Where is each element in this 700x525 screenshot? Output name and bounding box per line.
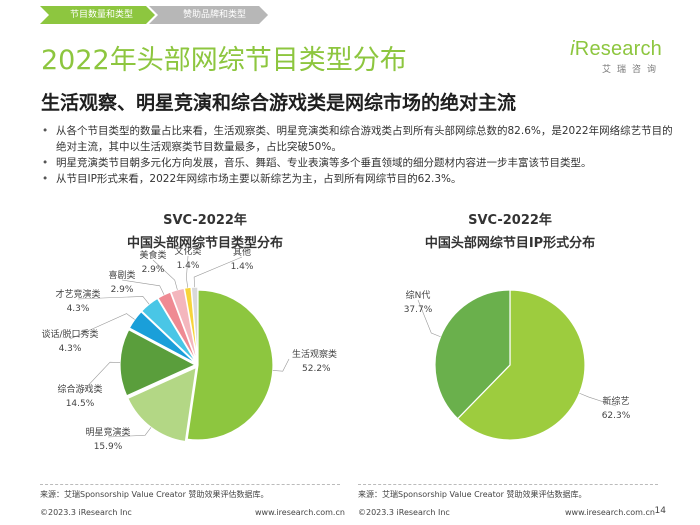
pie1-label-name-2: 综合游戏类 [57,383,102,395]
logo-word: Research [574,38,662,60]
pie1-label-name-7: 文化类 [174,245,201,257]
page-subtitle: 生活观察、明星竞演和综合游戏类是网综市场的绝对主流 [41,92,517,114]
pie1-slice-1 [127,366,197,443]
pie1-label-name-0: 生活观察类 [292,348,337,360]
pie1-leader-0 [272,358,290,372]
pie2-label-value-0: 62.3% [602,411,631,421]
pie2-slice-1 [434,289,511,420]
bullet-list: 从各个节目类型的数量占比来看，生活观察类、明星竞演类和综合游戏类占到所有头部网综… [40,123,675,187]
copyright-right: ©2023.3 iResearch Inc [358,508,450,517]
copyright-left: ©2023.3 iResearch Inc [40,508,132,517]
tab-program-count-type[interactable]: 节目数量和类型 [40,6,155,24]
pie1-label-name-6: 美食类 [139,249,166,261]
pie2-leader-1 [417,299,441,338]
page-title: 2022年头部网综节目类型分布 [41,45,407,76]
bullet-item: 从各个节目类型的数量占比来看，生活观察类、明星竞演类和综合游戏类占到所有头部网综… [40,123,675,155]
chart1-title: SVC-2022年 中国头部网综节目类型分布 [95,209,315,251]
pie2-leader-0 [579,392,617,407]
pie1-slice-4 [140,297,197,364]
website-right: www.iresearch.com.cn [565,508,655,517]
chart2-title-line2: 中国头部网综节目IP形式分布 [424,236,596,251]
divider [40,484,340,485]
pie1-label-value-0: 52.2% [302,364,331,374]
pie1-label-name-3: 谈话/脱口秀类 [41,328,98,340]
pie1-slice-0 [186,289,274,441]
pie1-label-value-2: 14.5% [66,399,95,409]
pie1-label-name-5: 喜剧类 [108,269,135,281]
pie1-label-value-1: 15.9% [94,442,123,452]
pie1-leader-5 [121,279,165,295]
pie1-label-name-8: 其他 [233,246,251,258]
pie1-leader-4 [77,296,150,305]
pie2-label-name-0: 新综艺 [602,395,629,407]
chart1-title-line2: 中国头部网综节目类型分布 [126,236,283,251]
logo-subtitle: 艾瑞咨询 [601,65,662,75]
logo-i: i [570,38,575,60]
chart2-title: SVC-2022年 中国头部网综节目IP形式分布 [400,209,620,251]
divider [358,484,658,485]
pie2-slice-0 [456,289,586,441]
pie1-label-value-8: 1.4% [231,262,254,272]
pie1-leader-2 [79,361,121,395]
chart1-title-line1: SVC-2022年 [163,213,247,228]
source-note-left: 来源：艾瑞Sponsorship Value Creator 赞助效果评估数据库… [40,490,269,499]
pie1-leader-1 [107,427,152,438]
pie2-label-value-1: 37.7% [404,305,433,315]
pie1-label-name-1: 明星竞演类 [85,426,130,438]
iresearch-logo: iResearch 艾瑞咨询 [570,38,662,75]
pie2-label-name-1: 综N代 [406,289,431,301]
pie1-label-name-4: 才艺竞演类 [55,288,100,300]
pie1-label-value-7: 1.4% [177,261,200,271]
page-number: 14 [654,506,666,516]
source-note-right: 来源：艾瑞Sponsorship Value Creator 赞助效果评估数据库… [358,490,587,499]
tab-sponsor-brand-type[interactable]: 赞助品牌和类型 [149,6,268,24]
pie1-leader-6 [152,259,178,290]
chart2-title-line1: SVC-2022年 [468,213,552,228]
bullet-item: 从节目IP形式来看，2022年网综市场主要以新综艺为主，占到所有网综节目的62.… [40,171,675,187]
section-tabs: 节目数量和类型 赞助品牌和类型 [40,6,262,24]
pie1-leader-7 [186,255,189,288]
pie1-leader-8 [193,256,243,288]
pie1-label-value-6: 2.9% [142,265,165,275]
bullet-item: 明星竞演类节目朝多元化方向发展，音乐、舞蹈、专业表演等多个垂直领域的细分题材内容… [40,155,675,171]
pie1-leader-3 [69,313,135,340]
website-left: www.iresearch.com.cn [255,508,345,517]
pie1-label-value-5: 2.9% [111,285,134,295]
pie1-label-value-4: 4.3% [67,304,90,314]
pie1-slice-8 [190,286,199,363]
pie1-slice-2 [119,328,197,397]
pie1-label-value-3: 4.3% [59,344,82,354]
